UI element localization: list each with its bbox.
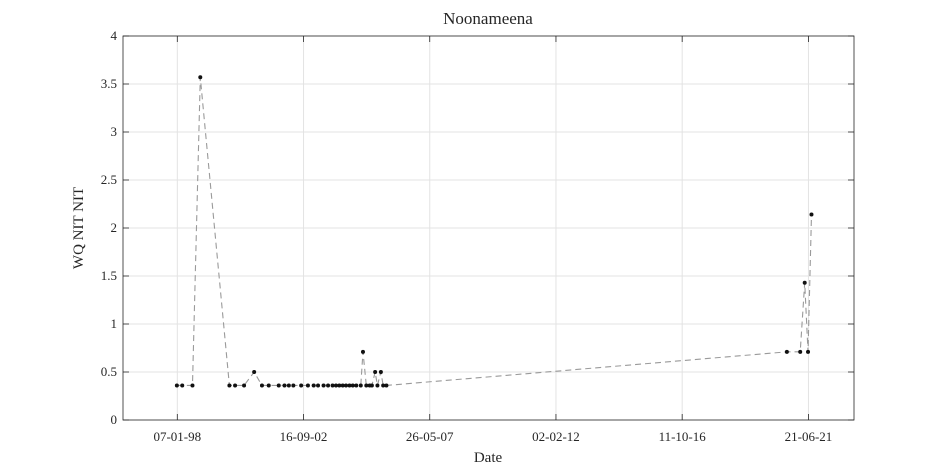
data-point <box>233 383 238 388</box>
data-point <box>180 383 185 388</box>
data-point <box>806 349 811 354</box>
data-point <box>334 383 339 388</box>
data-point <box>347 383 352 388</box>
x-tick-label: 07-01-98 <box>153 429 201 444</box>
data-point <box>378 370 383 374</box>
data-point <box>305 383 310 388</box>
data-point <box>291 383 296 388</box>
data-point <box>321 383 326 388</box>
data-point <box>354 383 359 388</box>
y-tick-label: 3.5 <box>101 76 117 91</box>
data-point <box>340 383 345 388</box>
y-tick-label: 3 <box>111 124 118 139</box>
x-tick-label: 21-06-21 <box>785 429 833 444</box>
data-point <box>282 383 287 388</box>
y-tick-label: 0.5 <box>101 364 117 379</box>
data-point <box>198 75 203 80</box>
data-point <box>373 370 378 374</box>
y-tick-label: 4 <box>111 28 118 43</box>
y-tick-label: 2 <box>111 220 118 235</box>
data-point <box>242 383 247 388</box>
data-point <box>252 370 257 374</box>
x-tick-label: 11-10-16 <box>659 429 707 444</box>
data-point <box>227 383 232 388</box>
x-tick-label: 02-02-12 <box>532 429 580 444</box>
data-point <box>381 383 386 388</box>
data-point <box>266 383 271 388</box>
data-point <box>311 383 316 388</box>
tick-layer: 0 0.5 1 1.5 2 2.5 3 3.5 4 07-01-98 16-09-02 26-05-0… <box>101 28 854 444</box>
data-point <box>259 383 264 388</box>
data-point <box>174 383 179 388</box>
data-point <box>358 383 363 388</box>
chart-title: Noonameena <box>443 9 533 28</box>
data-point <box>360 349 365 354</box>
data-point <box>337 383 342 388</box>
x-tick-label: 26-05-07 <box>406 429 454 444</box>
data-point <box>364 383 369 388</box>
y-tick-label: 2.5 <box>101 172 117 187</box>
y-tick-label: 1 <box>111 316 118 331</box>
data-point <box>798 349 803 354</box>
data-point <box>330 383 335 388</box>
y-axis-label: WQ NIT NIT <box>71 187 87 269</box>
data-point <box>375 383 380 388</box>
data-point <box>350 383 355 388</box>
data-point <box>344 383 349 388</box>
series-layer <box>174 75 814 388</box>
data-point <box>286 383 291 388</box>
data-point <box>326 383 331 388</box>
y-tick-label: 0 <box>111 412 118 427</box>
data-point <box>784 349 789 354</box>
x-tick-label: 16-09-02 <box>280 429 328 444</box>
data-point <box>276 383 281 388</box>
data-point <box>809 212 814 217</box>
data-point <box>190 383 195 388</box>
data-point <box>802 280 807 285</box>
y-tick-label: 1.5 <box>101 268 117 283</box>
data-point <box>384 383 389 388</box>
data-point <box>316 383 321 388</box>
grid-layer <box>123 35 854 421</box>
data-point <box>299 383 304 388</box>
x-axis-label: Date <box>474 450 503 466</box>
data-point <box>369 383 374 388</box>
